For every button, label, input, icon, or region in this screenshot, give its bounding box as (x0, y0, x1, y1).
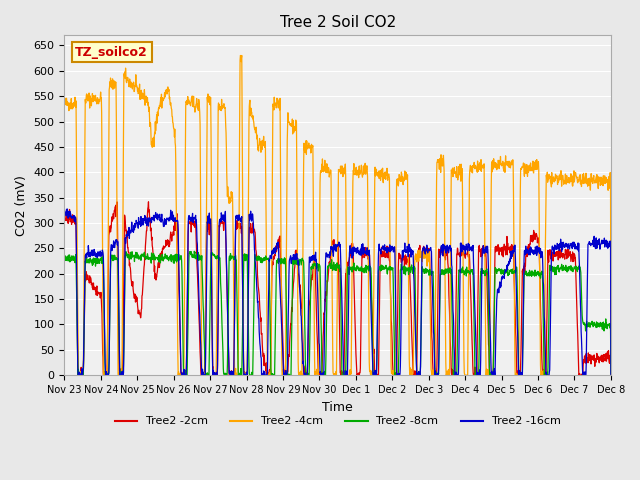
Line: Tree2 -16cm: Tree2 -16cm (65, 209, 611, 375)
Tree2 -2cm (308, 272, 316, 277)
Tree2 -8cm (607, 371, 614, 377)
Tree2 -8cm (341, 368, 349, 374)
Tree2 -8cm (308, 264, 316, 270)
Text: TZ_soilco2: TZ_soilco2 (76, 46, 148, 59)
Tree2 -4cm (75, 372, 83, 378)
Tree2 -4cm (71, 103, 79, 109)
Tree2 -4cm (159, 95, 166, 101)
Tree2 -16cm (71, 219, 79, 225)
Tree2 -16cm (63, 206, 71, 212)
Y-axis label: CO2 (mV): CO2 (mV) (15, 175, 28, 236)
Tree2 -4cm (308, 144, 316, 150)
Tree2 -2cm (145, 199, 152, 204)
Tree2 -8cm (159, 253, 166, 259)
Tree2 -16cm (573, 244, 580, 250)
Tree2 -2cm (341, 324, 349, 330)
Line: Tree2 -2cm: Tree2 -2cm (65, 202, 611, 375)
Tree2 -4cm (438, 156, 445, 161)
Tree2 -16cm (159, 218, 166, 224)
Tree2 -8cm (438, 271, 445, 277)
Tree2 -16cm (607, 372, 614, 378)
Tree2 -2cm (573, 292, 580, 298)
Tree2 -8cm (191, 248, 198, 254)
Line: Tree2 -4cm: Tree2 -4cm (65, 56, 611, 375)
Tree2 -16cm (61, 206, 68, 212)
Tree2 -2cm (71, 217, 79, 223)
Tree2 -16cm (308, 257, 316, 263)
Legend: Tree2 -2cm, Tree2 -4cm, Tree2 -8cm, Tree2 -16cm: Tree2 -2cm, Tree2 -4cm, Tree2 -8cm, Tree… (110, 412, 565, 431)
Tree2 -16cm (438, 248, 445, 253)
Tree2 -4cm (341, 171, 349, 177)
Tree2 -16cm (341, 372, 349, 378)
X-axis label: Time: Time (323, 400, 353, 413)
Tree2 -2cm (75, 372, 83, 378)
Tree2 -4cm (607, 372, 614, 378)
Tree2 -16cm (74, 372, 82, 378)
Tree2 -4cm (573, 173, 580, 179)
Line: Tree2 -8cm: Tree2 -8cm (65, 251, 611, 375)
Tree2 -2cm (159, 247, 166, 252)
Tree2 -8cm (71, 256, 79, 262)
Tree2 -2cm (438, 250, 445, 255)
Tree2 -2cm (607, 371, 614, 377)
Tree2 -8cm (61, 255, 68, 261)
Title: Tree 2 Soil CO2: Tree 2 Soil CO2 (280, 15, 396, 30)
Tree2 -8cm (573, 265, 580, 271)
Tree2 -4cm (61, 99, 68, 105)
Tree2 -8cm (75, 372, 83, 378)
Tree2 -4cm (237, 53, 244, 59)
Tree2 -2cm (61, 215, 68, 220)
